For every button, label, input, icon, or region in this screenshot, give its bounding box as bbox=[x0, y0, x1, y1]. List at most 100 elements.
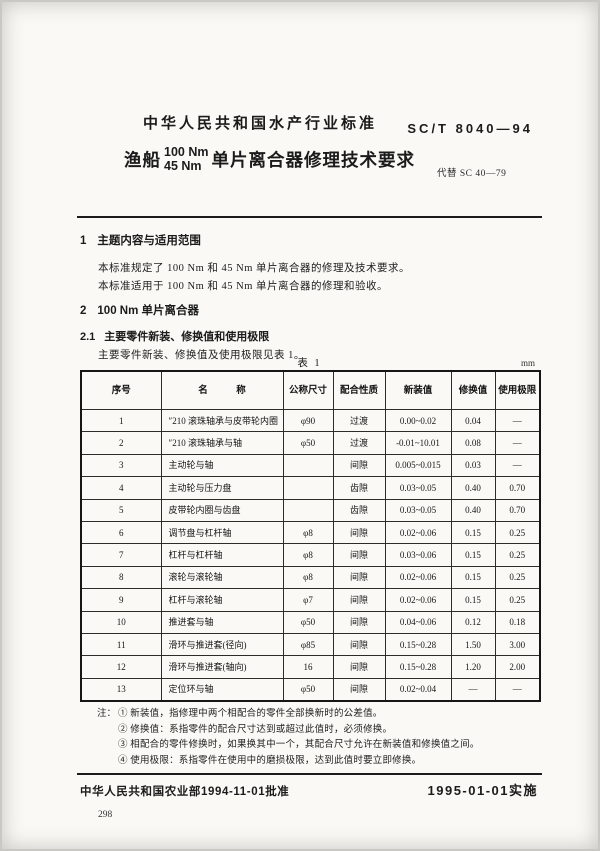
table-row: 12 滑环与推进套(轴向) 16 间隙 0.15~0.28 1.20 2.00 bbox=[80, 655, 541, 679]
cell-fit-type: 间隙 bbox=[332, 543, 386, 567]
cell-index: 13 bbox=[80, 677, 162, 702]
cell-use-limit: — bbox=[494, 453, 541, 478]
cell-replace-value: 0.40 bbox=[450, 476, 496, 500]
cell-new-value: 0.04~0.06 bbox=[384, 610, 452, 634]
cell-replace-value: — bbox=[450, 677, 496, 702]
cell-nominal-size: 16 bbox=[282, 655, 334, 679]
cell-nominal-size: φ50 bbox=[282, 610, 334, 634]
cell-replace-value: 0.15 bbox=[450, 565, 496, 590]
cell-use-limit: 0.70 bbox=[494, 498, 541, 522]
table-unit-label: mm bbox=[520, 358, 535, 368]
cell-new-value: 0.15~0.28 bbox=[384, 632, 452, 657]
section-1-paragraph-1: 本标准规定了 100 Nm 和 45 Nm 单片离合器的修理及技术要求。 bbox=[98, 263, 410, 274]
cell-replace-value: 0.15 bbox=[450, 588, 496, 612]
cell-nominal-size bbox=[282, 453, 334, 478]
cell-fit-type: 齿隙 bbox=[332, 476, 386, 500]
cell-index: 5 bbox=[80, 498, 162, 522]
cell-nominal-size: φ85 bbox=[282, 632, 334, 657]
cell-name: 杠杆与滚轮轴 bbox=[160, 588, 284, 612]
section-2-1-title: 主要零件新装、修换值和使用极限 bbox=[104, 331, 270, 343]
header-replace-value: 修换值 bbox=[450, 370, 496, 410]
title-torque-stack: 100 Nm 45 Nm bbox=[164, 145, 209, 173]
torque-top: 100 Nm bbox=[164, 145, 209, 159]
cell-fit-type: 间隙 bbox=[332, 453, 386, 478]
cell-name: 滚轮与滚轮轴 bbox=[160, 565, 284, 590]
cell-use-limit: 0.70 bbox=[494, 476, 541, 500]
torque-bottom: 45 Nm bbox=[164, 158, 202, 173]
cell-name: 皮带轮内圈与齿盘 bbox=[160, 498, 284, 522]
table-row: 2 ″210 滚珠轴承与轴 φ50 过渡 -0.01~10.01 0.08— bbox=[80, 431, 541, 455]
table-row: 3 主动轮与轴 间隙 0.005~0.015 0.03— bbox=[80, 453, 541, 478]
cell-use-limit: — bbox=[494, 431, 541, 455]
cell-new-value: 0.005~0.015 bbox=[384, 453, 452, 478]
cell-index: 7 bbox=[80, 543, 162, 567]
section-2-1-number: 2.1 bbox=[80, 331, 96, 343]
table-row: 1 ″210 滚珠轴承与皮带轮内圈 φ90 过渡 0.00~0.02 0.04— bbox=[80, 408, 541, 433]
section-2-1-paragraph: 主要零件新装、修换值及使用极限见表 1。 bbox=[98, 350, 305, 361]
cell-replace-value: 1.20 bbox=[450, 655, 496, 679]
cell-name: 推进套与轴 bbox=[160, 610, 284, 634]
cell-new-value: 0.03~0.05 bbox=[384, 476, 452, 500]
title-prefix: 渔船 bbox=[124, 150, 161, 170]
cell-fit-type: 齿隙 bbox=[332, 498, 386, 522]
cell-name: 调节盘与杠杆轴 bbox=[160, 520, 284, 545]
section-2-heading: 2 100 Nm 单片离合器 bbox=[80, 302, 199, 318]
cell-name: ″210 滚珠轴承与皮带轮内圈 bbox=[160, 408, 284, 433]
cell-nominal-size: φ8 bbox=[282, 565, 334, 590]
title-suffix: 单片离合器修理技术要求 bbox=[211, 150, 415, 170]
cell-new-value: 0.02~0.04 bbox=[384, 677, 452, 702]
cell-fit-type: 间隙 bbox=[332, 520, 386, 545]
cell-index: 3 bbox=[80, 453, 162, 478]
cell-index: 11 bbox=[80, 632, 162, 657]
header-index: 序号 bbox=[80, 370, 162, 410]
cell-name: 滑环与推进套(轴向) bbox=[160, 655, 284, 679]
cell-index: 1 bbox=[80, 408, 162, 433]
cell-index: 2 bbox=[80, 431, 162, 455]
header-divider bbox=[77, 216, 542, 218]
notes-label: 注： bbox=[97, 709, 117, 719]
cell-replace-value: 0.15 bbox=[450, 543, 496, 567]
header-new-value: 新装值 bbox=[384, 370, 452, 410]
section-2-number: 2 bbox=[80, 305, 87, 317]
cell-replace-value: 0.40 bbox=[450, 498, 496, 522]
replaces-note: 代替 SC 40—79 bbox=[437, 169, 507, 179]
cell-name: ″210 滚珠轴承与轴 bbox=[160, 431, 284, 455]
table-body: 1 ″210 滚珠轴承与皮带轮内圈 φ90 过渡 0.00~0.02 0.04—2 ″210… bbox=[80, 408, 541, 702]
cell-replace-value: 0.08 bbox=[450, 431, 496, 455]
section-2-1-heading: 2.1 主要零件新装、修换值和使用极限 bbox=[80, 328, 269, 344]
table-row: 10 推进套与轴 φ50 间隙 0.04~0.06 0.12 0.18 bbox=[80, 610, 541, 634]
footer-implementation: 1995-01-01实施 bbox=[427, 783, 538, 798]
cell-nominal-size bbox=[282, 498, 334, 522]
parts-table-wrapper: 序号 名 称 公称尺寸 配合性质 新装值 修换值 使用极限 1 ″210 滚珠轴承… bbox=[80, 370, 541, 702]
section-1-title: 主题内容与适用范围 bbox=[97, 235, 201, 247]
document-title: 渔船 100 Nm 45 Nm 单片离合器修理技术要求 bbox=[124, 145, 415, 173]
cell-fit-type: 间隙 bbox=[332, 610, 386, 634]
cell-name: 主动轮与压力盘 bbox=[160, 476, 284, 500]
cell-nominal-size bbox=[282, 476, 334, 500]
section-2-title: 100 Nm 单片离合器 bbox=[97, 305, 200, 317]
cell-use-limit: 2.00 bbox=[494, 655, 541, 679]
cell-index: 8 bbox=[80, 565, 162, 590]
cell-fit-type: 间隙 bbox=[332, 632, 386, 657]
cell-replace-value: 1.50 bbox=[450, 632, 496, 657]
header-nominal-size: 公称尺寸 bbox=[282, 370, 334, 410]
standard-number: SC/T 8040—94 bbox=[407, 121, 533, 136]
cell-name: 杠杆与杠杆轴 bbox=[160, 543, 284, 567]
table-row: 13 定位环与轴 φ50 间隙 0.02~0.04— — bbox=[80, 677, 541, 702]
cell-use-limit: — bbox=[494, 677, 541, 702]
cell-new-value: 0.02~0.06 bbox=[384, 565, 452, 590]
cell-nominal-size: φ50 bbox=[282, 431, 334, 455]
table-row: 6 调节盘与杠杆轴 φ8 间隙 0.02~0.06 0.15 0.25 bbox=[80, 520, 541, 545]
note-line: ② 修换值：系指零件的配合尺寸达到或超过此值时，必须修换。 bbox=[118, 724, 393, 735]
section-1-paragraph-2: 本标准适用于 100 Nm 和 45 Nm 单片离合器的修理和验收。 bbox=[98, 281, 388, 292]
cell-fit-type: 间隙 bbox=[332, 565, 386, 590]
section-1-heading: 1 主题内容与适用范围 bbox=[80, 232, 201, 248]
table-row: 8 滚轮与滚轮轴 φ8 间隙 0.02~0.06 0.15 0.25 bbox=[80, 565, 541, 590]
cell-replace-value: 0.03 bbox=[450, 453, 496, 478]
parts-table: 序号 名 称 公称尺寸 配合性质 新装值 修换值 使用极限 1 ″210 滚珠轴承… bbox=[80, 370, 541, 702]
cell-use-limit: 3.00 bbox=[494, 632, 541, 657]
cell-index: 6 bbox=[80, 520, 162, 545]
note-line: ① 新装值，指修理中两个相配合的零件全部换新时的公差值。 bbox=[118, 709, 383, 719]
cell-fit-type: 间隙 bbox=[332, 588, 386, 612]
